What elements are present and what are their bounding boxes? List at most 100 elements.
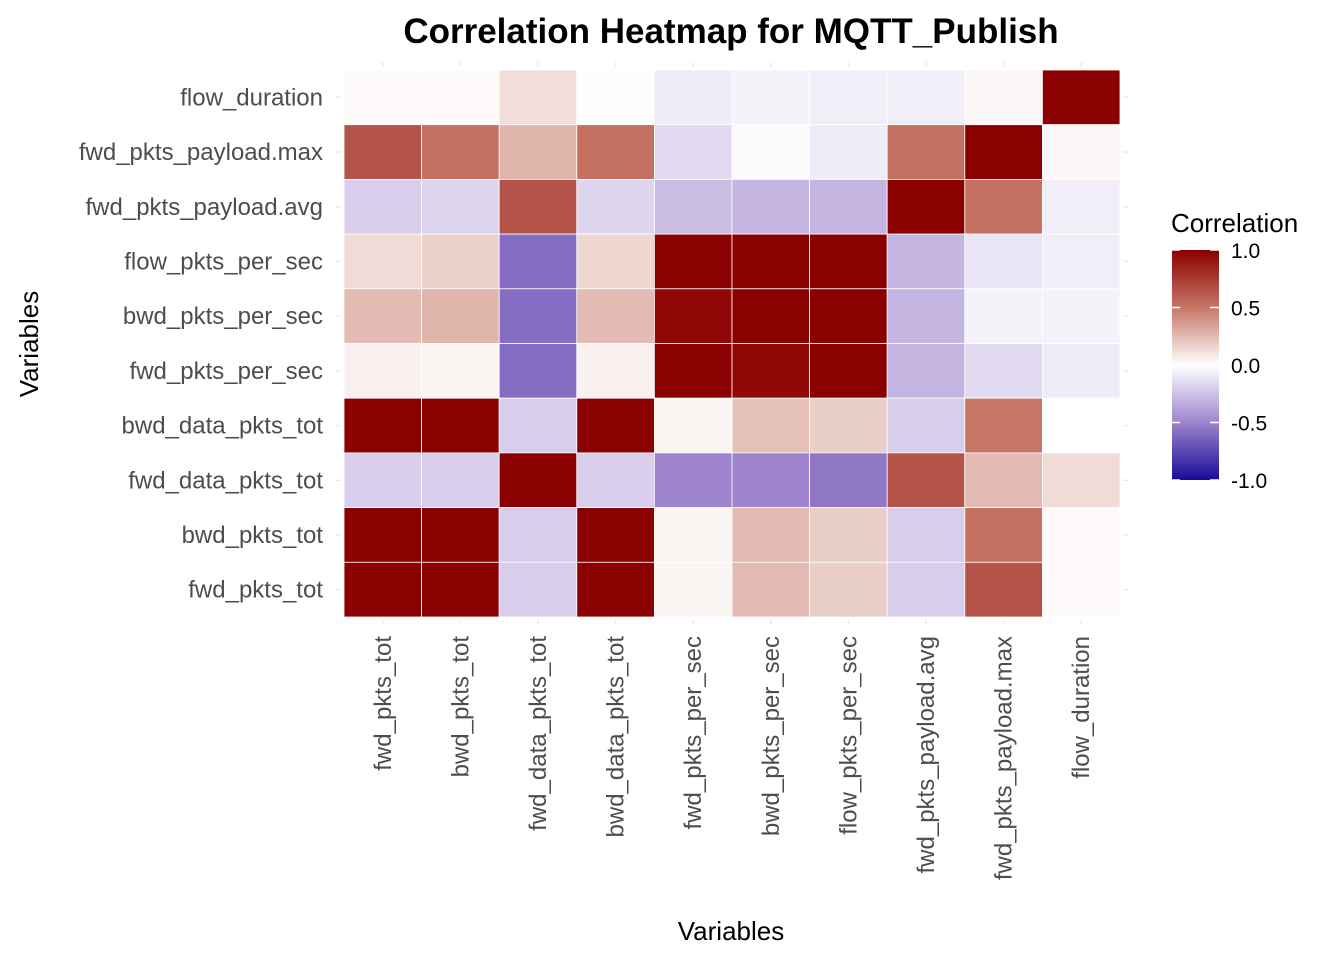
heatmap-cells: flow_duration × fwd_pkts_tot: 0.02flow_d…	[343, 69, 1121, 618]
y-axis-title: Variables	[14, 291, 44, 397]
heatmap-cell: bwd_pkts_tot × bwd_data_pkts_tot: 1	[576, 507, 655, 563]
heatmap-cell: bwd_data_pkts_tot × bwd_data_pkts_tot: 1	[576, 397, 655, 454]
heatmap-cell: flow_pkts_per_sec × fwd_pkts_payload.max…	[964, 233, 1043, 290]
heatmap-cell: fwd_pkts_per_sec × bwd_pkts_tot: 0.04	[421, 343, 500, 399]
heatmap-cell: fwd_pkts_tot × bwd_pkts_per_sec: 0.25	[731, 561, 810, 618]
x-axis-tick-labels: fwd_pkts_tot bwd_pkts_tot fwd_data_pkts_to…	[370, 636, 1095, 880]
y-axis-tick-labels: flow_duration fwd_pkts_payload.max fwd_pkt…	[79, 84, 323, 603]
heatmap-cell: fwd_data_pkts_tot × fwd_pkts_tot: -0.2	[343, 452, 422, 508]
heatmap-cell: flow_duration × fwd_pkts_payload.avg: -0…	[886, 69, 966, 126]
legend-tick-label: -1.0	[1231, 470, 1267, 493]
heatmap-cell: fwd_pkts_tot × fwd_pkts_payload.avg: -0.…	[886, 561, 966, 618]
heatmap-cell: flow_duration × fwd_pkts_per_sec: -0.08	[654, 69, 733, 126]
heatmap-cell: fwd_data_pkts_tot × flow_duration: 0.13	[1042, 452, 1121, 508]
heatmap-cell: fwd_pkts_payload.max × fwd_data_pkts_tot…	[498, 124, 578, 180]
legend-tick-label: 0.5	[1231, 298, 1260, 321]
heatmap-cell: flow_duration × flow_duration: 1	[1042, 69, 1121, 126]
heatmap-cell: flow_duration × fwd_pkts_tot: 0.02	[343, 69, 422, 126]
heatmap-cell: fwd_pkts_payload.max × flow_pkts_per_sec…	[809, 124, 888, 180]
heatmap-cell: fwd_pkts_payload.avg × fwd_pkts_tot: -0.…	[343, 178, 422, 235]
heatmap-cell: fwd_pkts_payload.avg × bwd_pkts_tot: -0.…	[421, 178, 500, 235]
y-tick-label: flow_duration	[180, 84, 323, 111]
heatmap-cell: fwd_pkts_per_sec × fwd_data_pkts_tot: -0…	[498, 343, 578, 399]
heatmap-cell: bwd_pkts_tot × bwd_pkts_per_sec: 0.25	[731, 507, 810, 563]
y-tick-label: fwd_pkts_payload.avg	[86, 194, 324, 221]
heatmap-cell: flow_pkts_per_sec × bwd_data_pkts_tot: 0…	[576, 233, 655, 290]
heatmap-cell: fwd_pkts_payload.max × bwd_data_pkts_tot…	[576, 124, 655, 180]
heatmap-cell: fwd_data_pkts_tot × bwd_pkts_per_sec: -0…	[731, 452, 810, 508]
heatmap-cell: fwd_pkts_tot × flow_pkts_per_sec: 0.18	[809, 561, 888, 618]
heatmap-cell: flow_duration × bwd_pkts_tot: 0.02	[421, 69, 500, 126]
heatmap-cell: fwd_pkts_payload.max × fwd_pkts_payload.…	[886, 124, 966, 180]
heatmap-cell: fwd_data_pkts_tot × flow_pkts_per_sec: -…	[809, 452, 888, 508]
heatmap-cell: bwd_data_pkts_tot × bwd_pkts_tot: 1	[421, 397, 500, 454]
heatmap-cell: flow_pkts_per_sec × flow_pkts_per_sec: 1	[809, 233, 888, 290]
heatmap-cell: fwd_data_pkts_tot × fwd_pkts_per_sec: -0…	[654, 452, 733, 508]
heatmap-cell: fwd_data_pkts_tot × bwd_pkts_tot: -0.2	[421, 452, 500, 508]
axis-ticks	[336, 62, 1128, 625]
heatmap-cell: bwd_data_pkts_tot × fwd_pkts_payload.max…	[964, 397, 1043, 454]
x-tick-label: flow_duration	[1068, 636, 1095, 779]
heatmap-cell: bwd_pkts_tot × fwd_data_pkts_tot: -0.2	[498, 507, 578, 563]
heatmap-cell: fwd_pkts_tot × flow_duration: 0.02	[1042, 561, 1121, 618]
heatmap-cell: flow_pkts_per_sec × flow_duration: -0.07	[1042, 233, 1121, 290]
heatmap-cell: flow_pkts_per_sec × fwd_data_pkts_tot: -…	[498, 233, 578, 290]
heatmap-cell: bwd_pkts_per_sec × bwd_data_pkts_tot: 0.…	[576, 288, 655, 344]
y-tick-label: fwd_pkts_tot	[188, 577, 323, 604]
heatmap-cell: fwd_pkts_payload.avg × fwd_pkts_per_sec:…	[654, 178, 733, 235]
legend-tick-label: -0.5	[1231, 413, 1267, 436]
heatmap-cell: fwd_pkts_per_sec × bwd_data_pkts_tot: 0.…	[576, 343, 655, 399]
y-tick-label: flow_pkts_per_sec	[124, 248, 323, 275]
heatmap-cell: fwd_pkts_tot × fwd_pkts_payload.max: 0.6…	[964, 561, 1043, 618]
heatmap-cell: bwd_pkts_tot × flow_pkts_per_sec: 0.18	[809, 507, 888, 563]
x-axis-title: Variables	[678, 916, 784, 946]
heatmap-cell: fwd_pkts_per_sec × flow_duration: -0.08	[1042, 343, 1121, 399]
heatmap-cell: fwd_pkts_payload.max × bwd_pkts_tot: 0.5…	[421, 124, 500, 180]
x-tick-label: flow_pkts_per_sec	[835, 636, 862, 835]
heatmap-cell: bwd_data_pkts_tot × flow_duration: 0	[1042, 397, 1121, 454]
heatmap-cell: fwd_pkts_per_sec × fwd_pkts_tot: 0.05	[343, 343, 422, 399]
legend-tick-label: 0.0	[1231, 355, 1260, 378]
x-tick-label: fwd_data_pkts_tot	[525, 636, 552, 831]
heatmap-cell: bwd_pkts_per_sec × fwd_pkts_per_sec: 0.9…	[654, 288, 733, 344]
y-tick-label: fwd_pkts_per_sec	[130, 358, 323, 385]
legend-title: Correlation	[1171, 208, 1298, 238]
heatmap-cell: fwd_pkts_payload.avg × bwd_data_pkts_tot…	[576, 178, 655, 235]
heatmap-cell: fwd_pkts_per_sec × flow_pkts_per_sec: 1	[809, 343, 888, 399]
x-tick-label: fwd_pkts_per_sec	[680, 636, 707, 829]
heatmap-cell: fwd_pkts_payload.avg × fwd_data_pkts_tot…	[498, 178, 578, 235]
heatmap-cell: fwd_data_pkts_tot × fwd_data_pkts_tot: 1	[498, 452, 578, 508]
x-tick-label: fwd_pkts_payload.max	[991, 636, 1018, 880]
heatmap-cell: fwd_data_pkts_tot × fwd_pkts_payload.avg…	[886, 452, 966, 508]
heatmap-cell: flow_pkts_per_sec × bwd_pkts_per_sec: 1	[731, 233, 810, 290]
heatmap-cell: fwd_data_pkts_tot × fwd_pkts_payload.max…	[964, 452, 1043, 508]
heatmap-cell: flow_pkts_per_sec × fwd_pkts_per_sec: 1	[654, 233, 733, 290]
heatmap-cell: bwd_pkts_tot × fwd_pkts_payload.max: 0.5…	[964, 507, 1043, 563]
legend-tick-label: 1.0	[1231, 240, 1260, 263]
heatmap-cell: bwd_pkts_per_sec × fwd_pkts_tot: 0.25	[343, 288, 422, 344]
x-tick-label: bwd_pkts_tot	[447, 636, 474, 778]
heatmap-cell: fwd_pkts_tot × fwd_data_pkts_tot: -0.2	[498, 561, 578, 618]
heatmap-cell: bwd_data_pkts_tot × fwd_pkts_per_sec: 0.…	[654, 397, 733, 454]
heatmap-cell: fwd_pkts_payload.max × fwd_pkts_tot: 0.6…	[343, 124, 422, 180]
heatmap-cell: flow_duration × fwd_data_pkts_tot: 0.12	[498, 69, 578, 126]
heatmap-cell: bwd_data_pkts_tot × flow_pkts_per_sec: 0…	[809, 397, 888, 454]
heatmap-cell: fwd_pkts_payload.max × fwd_pkts_per_sec:…	[654, 124, 733, 180]
heatmap-cell: bwd_pkts_tot × fwd_pkts_tot: 1	[343, 507, 422, 563]
heatmap-cell: fwd_pkts_payload.max × bwd_pkts_per_sec:…	[731, 124, 810, 180]
heatmap-cell: fwd_pkts_payload.avg × fwd_pkts_payload.…	[886, 178, 966, 235]
chart-title: Correlation Heatmap for MQTT_Publish	[403, 12, 1058, 51]
heatmap-cell: fwd_pkts_per_sec × fwd_pkts_payload.max:…	[964, 343, 1043, 399]
heatmap-cell: fwd_pkts_tot × fwd_pkts_per_sec: 0.04	[654, 561, 733, 618]
y-tick-label: fwd_pkts_payload.max	[79, 139, 323, 166]
heatmap-cell: bwd_pkts_per_sec × fwd_pkts_payload.avg:…	[886, 288, 966, 344]
heatmap-cell: bwd_pkts_per_sec × bwd_pkts_tot: 0.27	[421, 288, 500, 344]
heatmap-cell: bwd_data_pkts_tot × fwd_data_pkts_tot: -…	[498, 397, 578, 454]
heatmap-cell: flow_pkts_per_sec × fwd_pkts_payload.avg…	[886, 233, 966, 290]
heatmap-cell: flow_duration × flow_pkts_per_sec: -0.07	[809, 69, 888, 126]
heatmap-cell: fwd_pkts_tot × bwd_pkts_tot: 1	[421, 561, 500, 618]
heatmap-cell: flow_duration × fwd_pkts_payload.max: 0.…	[964, 69, 1043, 126]
x-tick-label: fwd_pkts_tot	[370, 636, 397, 771]
